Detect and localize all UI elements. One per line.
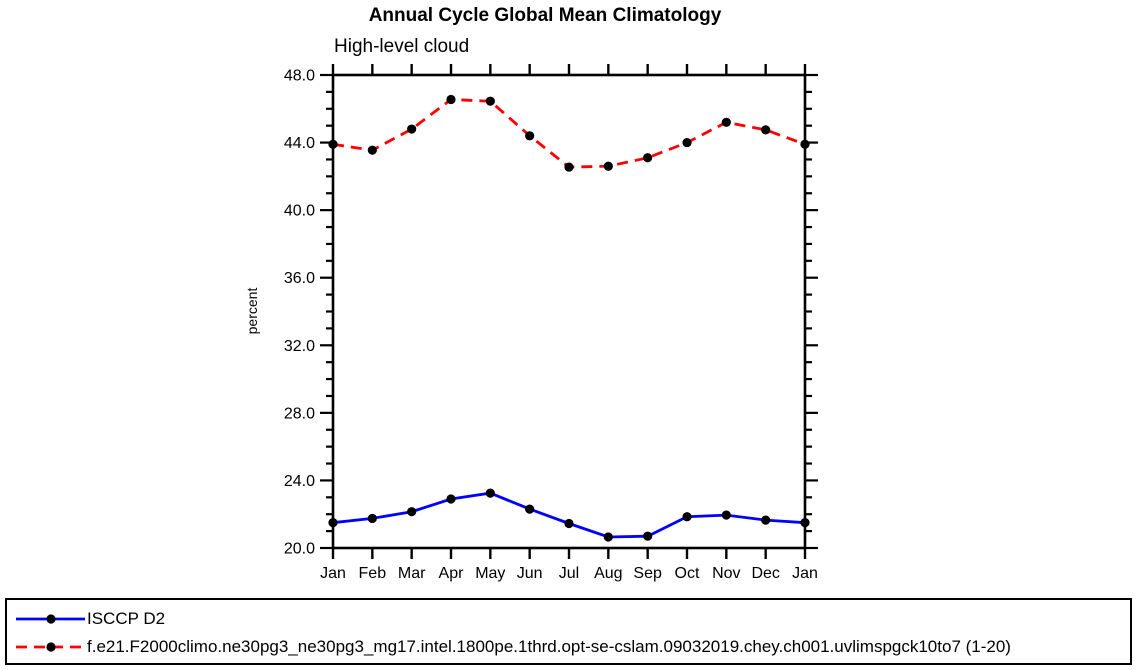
- data-point-marker: [407, 124, 417, 134]
- legend-line-sample: [16, 642, 85, 652]
- x-tick-label: Nov: [712, 565, 740, 582]
- data-point-marker: [525, 131, 535, 141]
- x-tick-label: Apr: [439, 565, 465, 582]
- x-tick-label: Jan: [792, 565, 818, 582]
- chart-title: Annual Cycle Global Mean Climatology: [368, 5, 722, 26]
- legend-line-sample: [16, 614, 85, 624]
- data-point-marker: [446, 494, 456, 504]
- data-point-marker: [761, 515, 771, 525]
- series-line-0: [332, 491, 806, 539]
- x-tick-label: Oct: [675, 565, 700, 582]
- x-tick-label: May: [475, 565, 505, 582]
- x-tick-label: Sep: [633, 565, 662, 582]
- legend-marker-icon: [46, 614, 56, 624]
- y-tick-label: 44.0: [284, 135, 315, 152]
- y-tick-label: 36.0: [284, 270, 315, 287]
- data-point-marker: [485, 488, 495, 498]
- legend-marker-icon: [46, 642, 56, 652]
- data-point-marker: [682, 512, 692, 522]
- x-tick-label: Jun: [517, 565, 543, 582]
- data-point-marker: [564, 162, 574, 172]
- data-point-marker: [603, 532, 613, 542]
- data-point-marker: [603, 161, 613, 171]
- data-point-marker: [721, 117, 731, 127]
- data-point-marker: [367, 145, 377, 155]
- data-point-marker: [564, 518, 574, 529]
- data-point-marker: [761, 125, 771, 135]
- x-tick-label: Jul: [559, 565, 579, 582]
- data-point-marker: [643, 153, 653, 163]
- data-point-marker: [643, 531, 653, 541]
- y-tick-label: 40.0: [284, 203, 315, 220]
- data-point-marker: [367, 513, 377, 524]
- x-tick-label: Dec: [751, 565, 779, 582]
- plot-frame: [331, 73, 807, 550]
- data-point-marker: [800, 518, 810, 528]
- data-point-marker: [407, 507, 417, 517]
- y-tick-label: 48.0: [284, 68, 315, 85]
- legend-item-0: ISCCP D2: [15, 605, 1130, 633]
- y-tick-label: 24.0: [284, 473, 315, 490]
- data-point-marker: [721, 510, 731, 520]
- data-point-marker: [328, 139, 338, 149]
- x-tick-label: Mar: [398, 565, 426, 582]
- y-tick-label: 32.0: [284, 338, 315, 355]
- legend-label: ISCCP D2: [87, 609, 166, 628]
- data-point-marker: [525, 504, 535, 514]
- data-point-marker: [800, 139, 810, 149]
- legend-box: ISCCP D2 f.e21.F2000climo.ne30pg3_ne30pg3…: [5, 598, 1132, 665]
- series-line-1: [332, 98, 806, 169]
- legend-item-1: f.e21.F2000climo.ne30pg3_ne30pg3_mg17.in…: [15, 633, 1130, 661]
- chart-subtitle: High-level cloud: [334, 36, 470, 57]
- y-tick-label: 28.0: [284, 405, 315, 422]
- data-point-marker: [446, 94, 456, 105]
- x-tick-label: Jan: [320, 565, 346, 582]
- legend-label: f.e21.F2000climo.ne30pg3_ne30pg3_mg17.in…: [87, 637, 1011, 656]
- data-point-marker: [682, 137, 692, 148]
- x-tick-label: Feb: [359, 565, 387, 582]
- y-axis-title: percent: [244, 288, 260, 335]
- data-point-marker: [485, 96, 495, 106]
- y-tick-label: 20.0: [284, 541, 315, 558]
- data-point-marker: [328, 518, 338, 528]
- x-tick-label: Aug: [594, 565, 622, 582]
